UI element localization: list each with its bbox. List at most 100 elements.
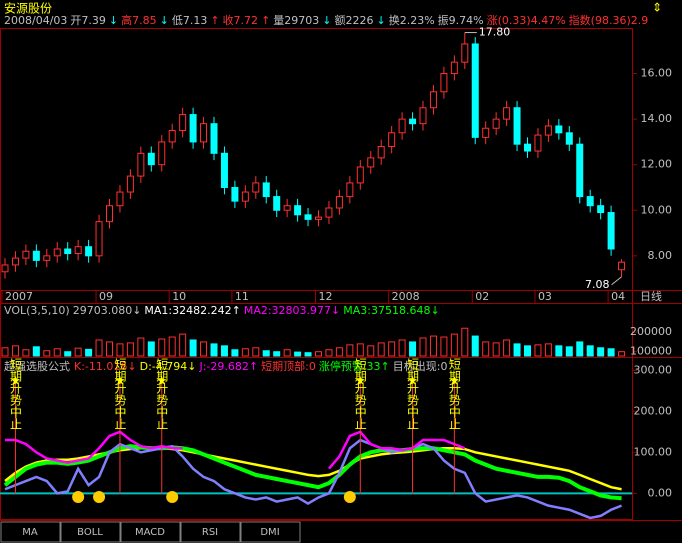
- candle-body: [482, 127, 490, 138]
- volume-bar: [597, 347, 605, 357]
- header-item: ↓: [160, 14, 169, 27]
- smiley-icon: [166, 491, 179, 503]
- volume-bar: [1, 347, 9, 357]
- candle-body: [168, 130, 176, 143]
- candle-body: [189, 114, 197, 143]
- volume-bar: [304, 352, 312, 357]
- header-item: 开7.39: [70, 14, 106, 27]
- volume-bar: [461, 327, 469, 357]
- candle-body: [607, 212, 615, 250]
- volume-bar: [586, 345, 594, 357]
- indicator-title: 超强选股公式: [4, 359, 70, 373]
- volume-bar: [482, 341, 490, 357]
- header-item: 短期顶部:0: [261, 359, 316, 373]
- date-label: 10: [172, 290, 186, 303]
- header-item: 量29703: [273, 14, 319, 27]
- tab[interactable]: [120, 521, 181, 543]
- volume-bar: [440, 336, 448, 357]
- candle-body: [586, 196, 594, 207]
- candle-body: [315, 216, 322, 220]
- tab[interactable]: [180, 521, 241, 543]
- header-item: MA2:32803.977↓: [244, 304, 340, 317]
- volume-bar: [367, 345, 375, 357]
- volume-bar: [409, 341, 417, 357]
- signal-star: ★: [156, 374, 167, 388]
- candle-body: [325, 207, 333, 218]
- volume-bar: [565, 346, 573, 357]
- header-item: 高7.85: [121, 13, 157, 27]
- y-tick-label: 0.00: [648, 486, 673, 499]
- header-item: K:-11.016↓: [74, 360, 137, 373]
- signal-label: 短期升势中止: [113, 358, 127, 430]
- signal-star: ★: [115, 374, 126, 388]
- volume-bar: [252, 347, 260, 357]
- signal-label: 短期升势中止: [353, 358, 367, 430]
- volume-bar: [325, 349, 333, 357]
- indicator-line: [3, 444, 622, 501]
- price-annotation: 7.08: [585, 278, 610, 291]
- price-annotation: 17.80: [479, 26, 511, 39]
- candle-body: [231, 186, 239, 202]
- candle-body: [126, 175, 134, 193]
- candle-body: [356, 166, 364, 184]
- volume-bar: [419, 337, 427, 357]
- candle-body: [409, 118, 417, 125]
- candle-body: [158, 141, 166, 166]
- tab[interactable]: [240, 521, 301, 543]
- candle-body: [429, 91, 437, 109]
- header-item: 收7.72: [223, 13, 259, 27]
- volume-bar: [11, 345, 19, 357]
- volume-bar: [294, 351, 302, 357]
- volume-bar: [377, 342, 385, 357]
- tab-label: BOLL: [77, 527, 103, 538]
- signal-label: 短期升势中止: [447, 358, 461, 430]
- candle-body: [304, 214, 312, 220]
- tab[interactable]: [60, 521, 121, 543]
- volume-bar: [524, 345, 531, 357]
- candle-body: [555, 125, 563, 134]
- volume-bar: [388, 341, 396, 357]
- candle-body: [32, 250, 40, 261]
- volume-bar: [200, 341, 208, 357]
- volume-bar: [231, 349, 239, 357]
- date-label: 02: [475, 290, 489, 303]
- stock-name: 安源股份: [4, 1, 52, 16]
- volume-bar: [607, 348, 615, 357]
- header-item: 29703.080↓: [73, 304, 142, 317]
- tab[interactable]: [0, 521, 61, 543]
- date-label: 12: [319, 290, 333, 303]
- leader: [611, 276, 622, 286]
- volume-bar: [576, 341, 584, 357]
- header-item: 换2.23%: [389, 13, 435, 27]
- volume-bar: [471, 335, 479, 357]
- header-item: ↑: [261, 14, 270, 27]
- header-item: 振9.74%: [438, 13, 484, 27]
- candle-body: [106, 205, 113, 223]
- y-tick-label: 10.00: [641, 203, 673, 216]
- header-item: 目标出现:0: [393, 359, 448, 373]
- volume-bar: [106, 341, 113, 357]
- frame: [0, 28, 633, 520]
- volume-bar: [241, 348, 249, 357]
- volume-bar: [32, 346, 40, 357]
- signal-star: ★: [407, 374, 418, 388]
- volume-bar: [74, 347, 82, 357]
- volume-bar: [64, 351, 72, 357]
- volume-bar: [116, 343, 124, 357]
- volume-bar: [168, 336, 176, 357]
- candle-body: [74, 246, 82, 255]
- candle-body: [471, 43, 479, 138]
- volume-bar: [179, 333, 187, 357]
- header-item: ↓: [109, 14, 118, 27]
- header-item: MA3:37518.648↓: [343, 304, 439, 317]
- candle-body: [137, 152, 145, 177]
- candle-body: [147, 152, 155, 166]
- candle-body: [64, 248, 72, 255]
- header-item: 涨停预警:33↑: [319, 359, 390, 373]
- volume-bar: [398, 339, 406, 357]
- volume-bar: [220, 345, 228, 357]
- header-item: MA1:32482.242↑: [144, 304, 240, 317]
- candle-body: [576, 143, 584, 198]
- candle-body: [388, 132, 396, 147]
